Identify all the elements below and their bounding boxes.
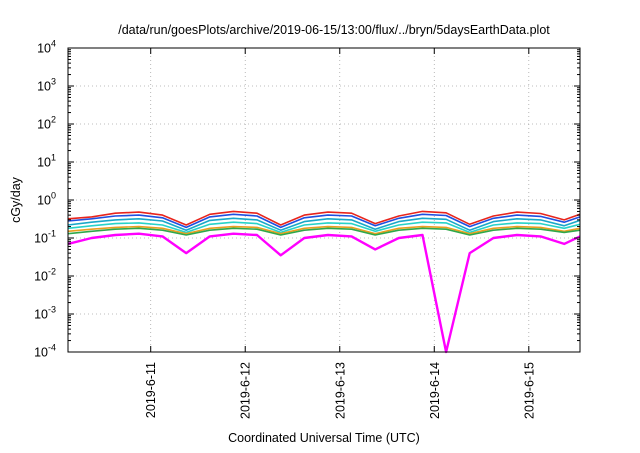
y-tick-label-base: 10 — [37, 156, 51, 170]
y-tick-label: 102 — [37, 115, 56, 132]
y-tick-label-base: 10 — [37, 118, 51, 132]
series-lines — [67, 210, 581, 354]
y-tick-label: 100 — [37, 191, 56, 208]
y-tick-label-exponent: 2 — [51, 115, 56, 125]
y-tick-label: 104 — [37, 39, 56, 56]
series-line — [67, 227, 581, 236]
y-tick-label: 10-4 — [34, 343, 56, 360]
x-tick-label: 2019-6-11 — [144, 362, 158, 418]
y-tick-label-base: 10 — [37, 80, 51, 94]
y-tick-label-base: 10 — [34, 308, 48, 322]
series-line — [67, 221, 581, 234]
y-tick-label-exponent: 3 — [51, 77, 56, 87]
series-line — [67, 225, 581, 235]
y-tick-label-exponent: -1 — [48, 229, 56, 239]
y-tick-label-exponent: 4 — [51, 39, 56, 49]
x-tick-label: 2019-6-14 — [428, 362, 442, 419]
axis-ticks: 10-410-310-210-11001011021031042019-6-11… — [34, 39, 580, 419]
y-tick-label: 10-1 — [34, 229, 56, 246]
y-tick-label-base: 10 — [37, 194, 51, 208]
y-tick-label: 10-2 — [34, 267, 56, 284]
y-tick-label-base: 10 — [34, 270, 48, 284]
x-tick-label: 2019-6-12 — [239, 362, 253, 419]
y-tick-label: 101 — [37, 153, 56, 170]
y-tick-label: 10-3 — [34, 305, 56, 322]
x-tick-label: 2019-6-13 — [333, 362, 347, 419]
y-tick-label-exponent: -4 — [48, 343, 56, 353]
series-line — [67, 232, 581, 354]
y-tick-label-exponent: 1 — [51, 153, 56, 163]
series-line — [67, 217, 581, 231]
chart-title: /data/run/goesPlots/archive/2019-06-15/1… — [118, 23, 550, 37]
x-axis-label: Coordinated Universal Time (UTC) — [228, 431, 420, 445]
y-axis-label: cGy/day — [9, 176, 23, 223]
x-tick-label: 2019-6-15 — [522, 362, 536, 419]
y-tick-label-exponent: -3 — [48, 305, 56, 315]
grid-lines — [68, 48, 580, 352]
y-tick-label-base: 10 — [34, 232, 48, 246]
y-tick-label-exponent: 0 — [51, 191, 56, 201]
series-line — [67, 213, 581, 229]
y-tick-label-base: 10 — [34, 346, 48, 360]
y-tick-label-exponent: -2 — [48, 267, 56, 277]
series-line — [67, 210, 581, 226]
y-tick-label-base: 10 — [37, 42, 51, 56]
y-tick-label: 103 — [37, 77, 56, 94]
